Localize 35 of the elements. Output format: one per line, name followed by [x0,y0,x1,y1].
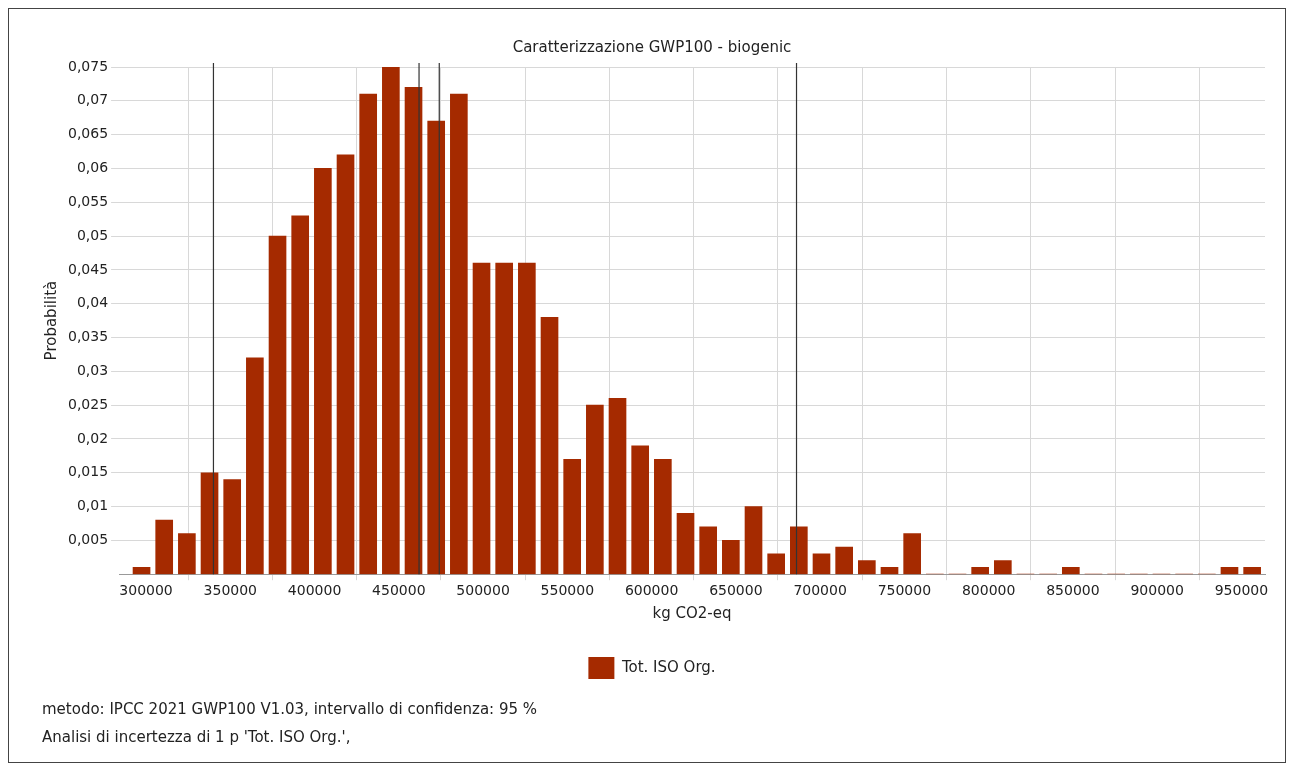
x-tick-label: 450000 [372,582,426,599]
y-tick-label: 0,025 [67,395,109,412]
legend-label: Tot. ISO Org. [620,657,716,676]
y-tick-label: 0,065 [67,125,109,142]
y-tick-label: 0,015 [67,463,109,480]
y-tick-label: 0,075 [67,57,109,74]
x-tick-label: 950000 [1214,582,1269,599]
x-tick-label: 850000 [1046,582,1100,599]
x-tick-label: 750000 [877,582,932,599]
x-tick-label: 400000 [287,582,342,599]
text: Analisi di incertezza di 1 p 'Tot. ISO Org.', [42,727,352,748]
y-tick-label: 0,03 [76,361,109,378]
y-axis-title: Probabilità [41,280,60,361]
x-tick-label: 550000 [540,582,595,599]
x-axis-title: kg CO2-eq [652,603,732,622]
x-tick-label: 800000 [961,582,1016,599]
y-tick-label: 0,06 [76,159,109,176]
text: metodo: IPCC 2021 GWP100 V1.03, intervallo di confidenza: 95 % [42,699,538,720]
x-tick-label: 300000 [119,582,173,599]
x-tick-label: 500000 [456,582,510,599]
chart-title: Caratterizzazione GWP100 - biogenic [512,37,792,56]
y-tick-label: 0,02 [76,429,109,446]
y-tick-label: 0,045 [67,260,109,277]
x-tick-label: 350000 [203,582,258,599]
y-tick-label: 0,005 [67,531,109,548]
x-tick-label: 600000 [624,582,679,599]
y-tick-label: 0,04 [76,294,109,311]
y-tick-label: 0,01 [76,497,109,514]
x-tick-label: 700000 [793,582,847,599]
x-tick-label: 650000 [709,582,763,599]
y-tick-label: 0,055 [67,192,109,209]
x-tick-label: 900000 [1130,582,1184,599]
y-tick-label: 0,035 [67,328,109,345]
y-tick-label: 0,05 [76,226,109,243]
y-tick-label: 0,07 [76,91,109,108]
